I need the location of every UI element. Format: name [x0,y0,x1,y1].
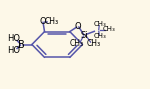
Text: CH₃: CH₃ [44,17,58,26]
Text: B: B [18,40,25,49]
Text: Si: Si [81,31,88,40]
Text: CH₃: CH₃ [103,26,116,32]
Text: HO: HO [7,34,20,43]
Text: CH₃: CH₃ [93,33,106,39]
Text: CH₃: CH₃ [69,39,84,48]
Text: O: O [75,22,81,31]
Text: CH₃: CH₃ [93,21,106,27]
Text: HO: HO [7,46,20,55]
Text: O: O [40,17,46,26]
Text: CH₃: CH₃ [87,39,101,48]
